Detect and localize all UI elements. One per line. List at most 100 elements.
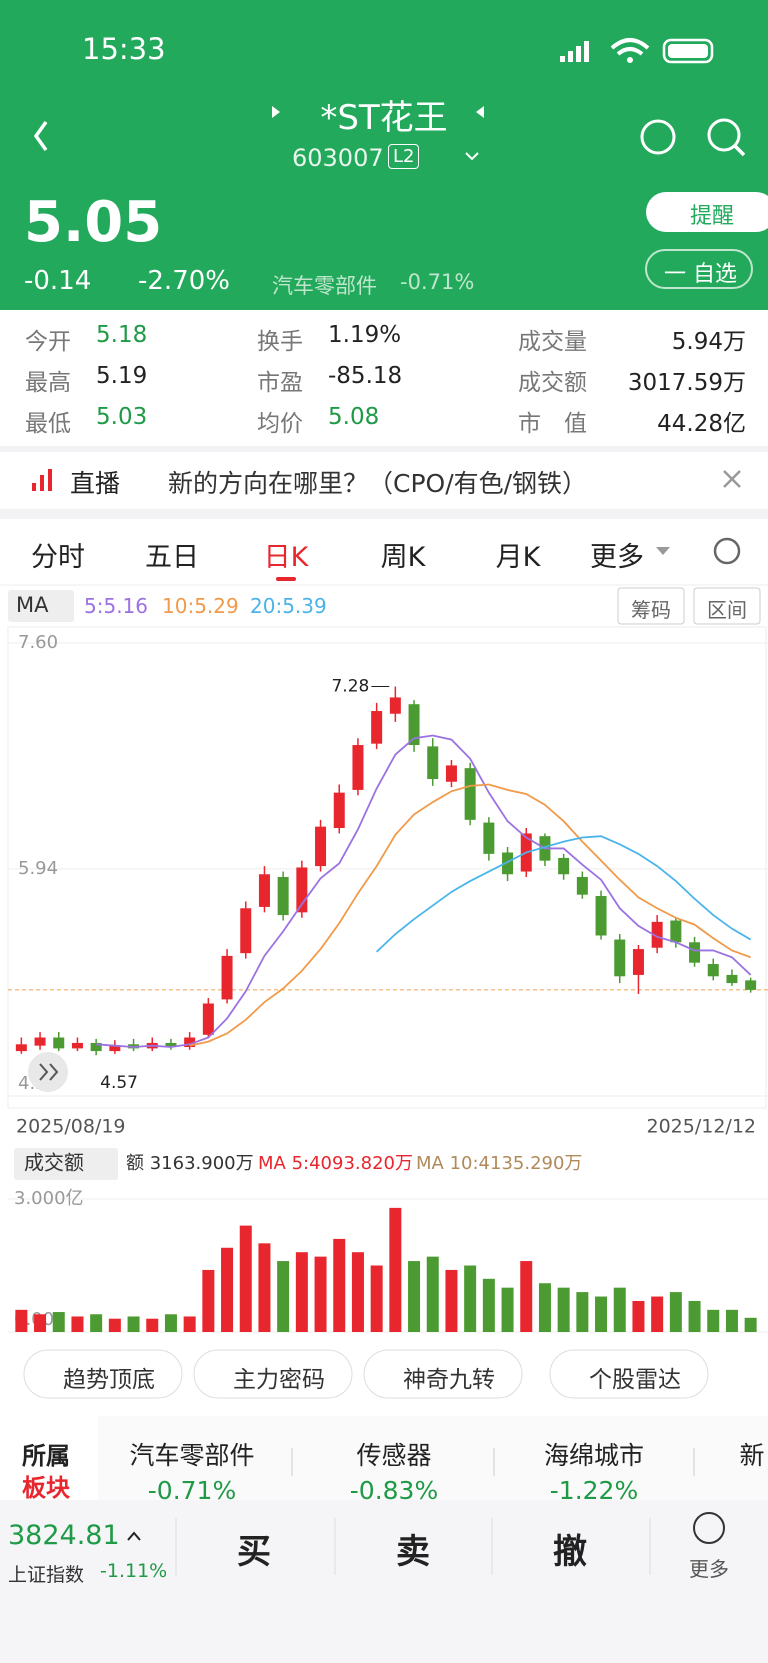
volume-bar xyxy=(221,1247,234,1332)
volume-bar xyxy=(15,1309,28,1332)
divider xyxy=(0,509,768,519)
stat-label: 市 值 xyxy=(518,411,587,437)
tab[interactable]: 分时 xyxy=(31,542,85,573)
volume-bar xyxy=(108,1318,121,1332)
live-text[interactable]: 新的方向在哪里？（CPO/有色/钢铁） xyxy=(168,469,588,498)
volume-bar xyxy=(90,1314,103,1332)
ma-item: 20:5.39 xyxy=(250,594,327,618)
watch-btn[interactable] xyxy=(645,249,753,289)
ma-line xyxy=(376,835,752,953)
chart-btn[interactable]: 筹码 xyxy=(631,598,671,622)
tab[interactable]: 更多 xyxy=(590,542,644,573)
tab[interactable]: 日K xyxy=(263,542,309,573)
candle-body xyxy=(34,1037,46,1046)
tool-btn xyxy=(23,1349,183,1399)
vol-box xyxy=(14,1148,118,1180)
refresh[interactable] xyxy=(640,119,676,155)
volume-bar xyxy=(632,1300,645,1332)
stock-code: 603007 xyxy=(292,144,384,172)
tool-label[interactable]: 神奇九转 xyxy=(403,1367,495,1393)
volume-bar xyxy=(651,1296,664,1332)
chart-btn-box xyxy=(617,587,685,625)
y-tick-label: 7.60 xyxy=(18,632,58,653)
tool-label[interactable]: 个股雷达 xyxy=(589,1367,681,1393)
stat-label: 成交量 xyxy=(518,329,587,355)
volume-bar xyxy=(127,1316,140,1332)
ma-line xyxy=(96,734,752,1048)
volume-bar xyxy=(501,1287,514,1332)
search[interactable] xyxy=(707,118,741,152)
remind-btn[interactable] xyxy=(646,192,768,232)
tab[interactable]: 周K xyxy=(380,542,426,573)
candle-body xyxy=(408,704,420,746)
candle-body xyxy=(445,765,457,782)
candle-body xyxy=(15,1044,27,1052)
back[interactable] xyxy=(33,120,48,152)
sector-name[interactable]: 海绵城市 xyxy=(543,1441,644,1470)
index-arrow xyxy=(127,1531,141,1541)
candle-body xyxy=(109,1045,121,1052)
tab[interactable]: 月K xyxy=(495,542,541,573)
volume-bar xyxy=(146,1318,159,1332)
candle-body xyxy=(389,697,401,714)
high-label: 7.28 xyxy=(331,677,369,697)
ma-item: 5:5.16 xyxy=(84,594,148,618)
candle-body xyxy=(352,745,364,790)
sector-name[interactable]: 汽车零部件 xyxy=(129,1441,255,1470)
candle-body xyxy=(296,867,308,913)
stat-label: 市盈 xyxy=(257,370,303,396)
volume-bar xyxy=(202,1269,215,1332)
live-tag: 直播 xyxy=(70,469,121,498)
live-icons xyxy=(32,469,741,491)
volume-bar xyxy=(520,1261,533,1332)
header-icons xyxy=(33,38,768,289)
remind[interactable]: 提醒 xyxy=(690,204,735,229)
stat-value: 5.19 xyxy=(96,363,148,389)
candle-body xyxy=(371,711,383,744)
sector-name[interactable]: 传感器 xyxy=(356,1441,432,1470)
candle-body xyxy=(595,896,607,936)
volume-bar xyxy=(408,1261,421,1332)
sector-change: -0.71% xyxy=(400,270,475,294)
more[interactable]: 更多 xyxy=(689,1557,729,1581)
stat-label: 今开 xyxy=(25,329,71,355)
trade-btn[interactable]: 撤 xyxy=(553,1532,587,1572)
tab[interactable]: 五日 xyxy=(145,542,199,573)
change: -0.14 xyxy=(24,266,92,296)
trade-btn[interactable]: 买 xyxy=(237,1532,271,1572)
y-tick-label: 3.000亿 xyxy=(14,1188,84,1209)
time: 15:33 xyxy=(82,32,166,66)
volume-bar xyxy=(445,1269,458,1332)
more-icon xyxy=(693,1512,725,1544)
tool-label[interactable]: 趋势顶底 xyxy=(63,1367,155,1393)
volume-bar xyxy=(613,1287,626,1332)
sector-title: 所属 xyxy=(22,1442,70,1470)
volume-bar xyxy=(370,1265,383,1332)
volume-bar xyxy=(52,1312,65,1332)
tab-underline xyxy=(276,577,296,581)
tool-btn xyxy=(549,1349,709,1399)
chart-btn[interactable]: 区间 xyxy=(707,598,747,622)
l2-badge: L2 xyxy=(388,144,420,169)
volume-bar xyxy=(707,1309,720,1332)
candle-body xyxy=(502,852,514,875)
candle-body xyxy=(651,921,663,948)
volume-bar xyxy=(164,1314,177,1332)
sector-strip xyxy=(0,1416,768,1502)
trade-btn[interactable]: 卖 xyxy=(396,1532,430,1572)
candle-body xyxy=(632,949,644,975)
candle-body xyxy=(483,822,495,854)
vol-legend: 额 3163.900万 xyxy=(126,1153,254,1174)
stat-value: 5.03 xyxy=(96,404,148,430)
sector-name[interactable]: 新 xyxy=(739,1441,765,1470)
stat-label: 最高 xyxy=(25,370,71,396)
volume-bar xyxy=(34,1314,47,1332)
candle-body xyxy=(53,1037,65,1049)
volume-bar xyxy=(295,1252,308,1332)
volume-bar xyxy=(744,1317,757,1332)
candle-body xyxy=(614,939,626,977)
tool-label[interactable]: 主力密码 xyxy=(233,1367,325,1393)
watchlist[interactable]: 一 自选 xyxy=(664,262,737,287)
volume-bar xyxy=(576,1292,589,1332)
